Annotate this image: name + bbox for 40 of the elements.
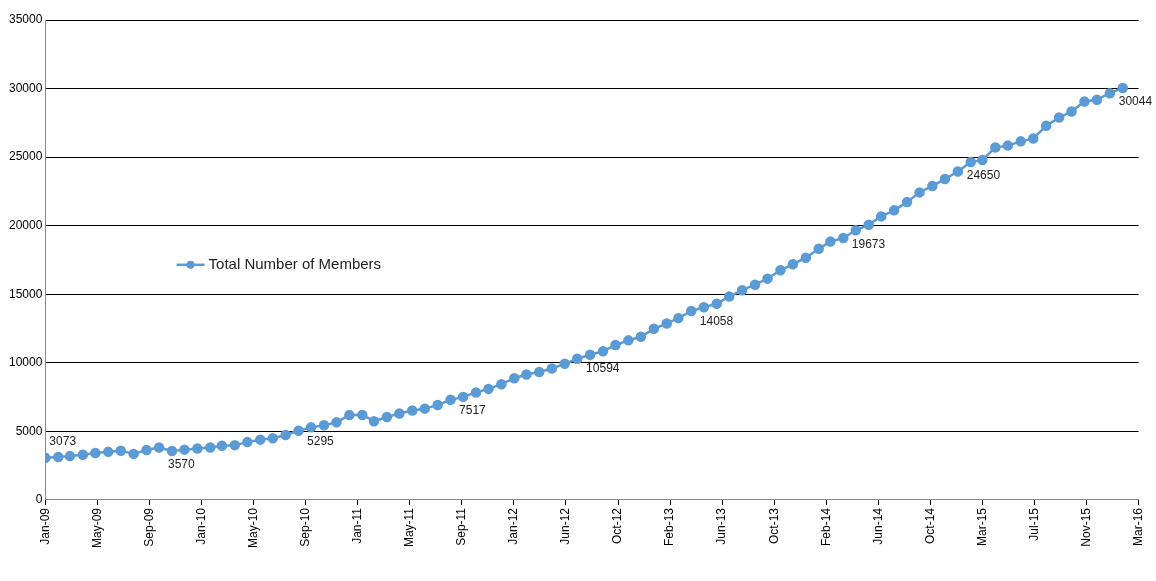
x-tick-label: Sep-10 (297, 507, 312, 547)
y-tick-label: 15000 (8, 286, 43, 301)
x-tick-label: Nov-15 (1078, 507, 1093, 547)
x-tick-label: Jun-13 (714, 507, 729, 545)
y-tick-label: 5000 (15, 423, 43, 438)
y-tick-label: 10000 (8, 355, 43, 370)
x-tick-label: Mar-16 (1130, 507, 1145, 546)
x-tick-label: Mar-15 (974, 507, 989, 546)
x-tick-label: May-09 (89, 507, 104, 548)
y-tick-label: 20000 (8, 218, 43, 233)
data-label: 19673 (851, 236, 886, 251)
data-label: 5295 (307, 433, 335, 448)
x-tick-label: Sep-11 (454, 507, 469, 546)
x-tick-label: Sep-09 (141, 507, 156, 547)
y-tick-label: 25000 (8, 149, 43, 164)
x-tick-label: May-11 (402, 507, 417, 548)
y-tick-label: 0 (35, 492, 43, 507)
x-tick-label: Jun-14 (870, 507, 885, 545)
x-tick-label: Oct-14 (922, 507, 937, 544)
x-tick-label: May-10 (245, 507, 260, 548)
y-tick-label: 30000 (8, 80, 43, 95)
data-label: 3570 (167, 457, 195, 472)
x-tick-label: Jan-09 (37, 507, 52, 545)
x-tick-label: Jul-15 (1026, 507, 1041, 541)
y-tick-label: 35000 (8, 12, 43, 27)
data-label: 7517 (459, 403, 487, 418)
x-tick-label: Jan-12 (506, 507, 521, 545)
x-tick-label: Jan-10 (193, 507, 208, 545)
data-label: 30044 (1118, 94, 1153, 109)
x-tick-label: Jan-11 (350, 507, 365, 544)
data-label: 3073 (49, 434, 77, 449)
x-tick-label: Jun-12 (558, 507, 573, 545)
x-tick-label: Feb-14 (818, 507, 833, 547)
data-label: 10594 (586, 361, 620, 376)
x-tick-label: Oct-13 (766, 507, 781, 544)
x-tick-label: Oct-12 (610, 507, 625, 544)
x-tick-label: Feb-13 (662, 507, 677, 547)
data-label: 14058 (699, 313, 734, 328)
legend-label: Total Number of Members (208, 254, 382, 272)
data-label: 24650 (966, 168, 1001, 183)
